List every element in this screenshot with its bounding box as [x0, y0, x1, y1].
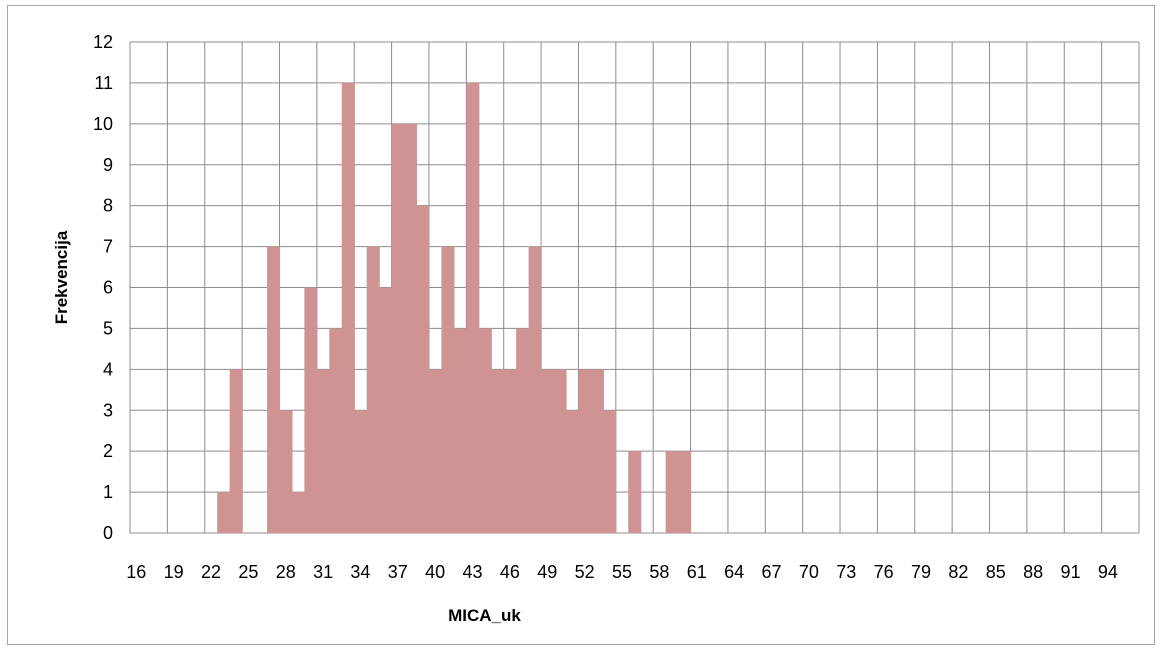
bar: [503, 369, 517, 533]
y-tick-label: 9: [103, 155, 113, 175]
x-axis-title: MICA_uk: [448, 606, 521, 625]
bar: [590, 369, 604, 533]
x-tick-label: 58: [649, 562, 669, 582]
x-tick-label: 40: [425, 562, 445, 582]
bar: [354, 410, 368, 533]
x-tick-label: 19: [164, 562, 184, 582]
y-tick-label: 1: [103, 482, 113, 502]
x-tick-label: 37: [388, 562, 408, 582]
x-tick-label: 46: [500, 562, 520, 582]
x-tick-label: 34: [350, 562, 370, 582]
bar: [217, 492, 231, 533]
x-tick-label: 91: [1060, 562, 1080, 582]
bar: [478, 328, 492, 533]
x-tick-label: 22: [201, 562, 221, 582]
x-tick-label: 28: [276, 562, 296, 582]
y-tick-label: 2: [103, 441, 113, 461]
x-tick-label: 70: [799, 562, 819, 582]
x-tick-label: 79: [911, 562, 931, 582]
x-tick-label: 25: [238, 562, 258, 582]
bar: [341, 82, 355, 534]
y-tick-label: 5: [103, 318, 113, 338]
x-tick-label: 67: [762, 562, 782, 582]
bar: [553, 369, 567, 533]
bar: [316, 369, 330, 533]
y-tick-label: 11: [94, 73, 113, 93]
x-tick-label: 64: [724, 562, 744, 582]
x-tick-label: 52: [575, 562, 595, 582]
x-tick-label: 61: [687, 562, 707, 582]
x-tick-label: 82: [948, 562, 968, 582]
y-axis-title: Frekvencija: [52, 230, 71, 324]
x-tick-label: 43: [463, 562, 483, 582]
x-tick-label: 49: [537, 562, 557, 582]
x-tick-label: 94: [1098, 562, 1118, 582]
bar: [304, 287, 318, 533]
bars: [217, 82, 692, 534]
bar: [391, 123, 405, 533]
bar: [453, 328, 467, 533]
bar: [404, 123, 418, 533]
bar: [665, 451, 679, 533]
y-tick-label: 3: [103, 400, 113, 420]
bar: [516, 328, 530, 533]
bar: [528, 246, 542, 534]
bar: [491, 369, 505, 533]
bar: [329, 328, 343, 533]
x-tick-label: 88: [1023, 562, 1043, 582]
x-tick-label: 31: [313, 562, 333, 582]
x-axis-tick-labels: 16 19 22 25 28 31 34 37 40 43 46 49 52 55 58 61 64 67 70 73…: [126, 562, 1118, 582]
bar: [628, 451, 642, 533]
x-tick-label: 55: [612, 562, 632, 582]
y-tick-label: 10: [93, 114, 113, 134]
y-tick-label: 0: [103, 523, 113, 543]
bar: [565, 410, 580, 533]
bar: [578, 369, 592, 533]
chart-frame: 0 1 2 3 4 5 6 7 8 9 10 11 12 16 19 22 25 28 31 34 37 40 43 46 4…: [7, 5, 1155, 645]
x-tick-label: 73: [836, 562, 856, 582]
bar: [291, 492, 305, 533]
bar: [603, 410, 617, 533]
y-tick-label: 4: [103, 359, 113, 379]
y-tick-label: 6: [103, 278, 113, 298]
bar: [678, 451, 692, 533]
bar: [441, 246, 455, 534]
bar: [279, 410, 293, 533]
x-tick-label: 16: [126, 562, 146, 582]
bar: [366, 246, 380, 534]
bar: [541, 369, 555, 533]
x-tick-label: 76: [874, 562, 894, 582]
bar: [379, 287, 393, 533]
y-tick-label: 7: [103, 237, 113, 257]
bar: [466, 82, 480, 534]
bar: [267, 246, 281, 534]
bar: [416, 205, 430, 533]
bar: [428, 369, 443, 533]
y-tick-label: 12: [93, 32, 113, 52]
y-tick-label: 8: [103, 196, 113, 216]
bar: [229, 369, 243, 533]
x-tick-label: 85: [986, 562, 1006, 582]
